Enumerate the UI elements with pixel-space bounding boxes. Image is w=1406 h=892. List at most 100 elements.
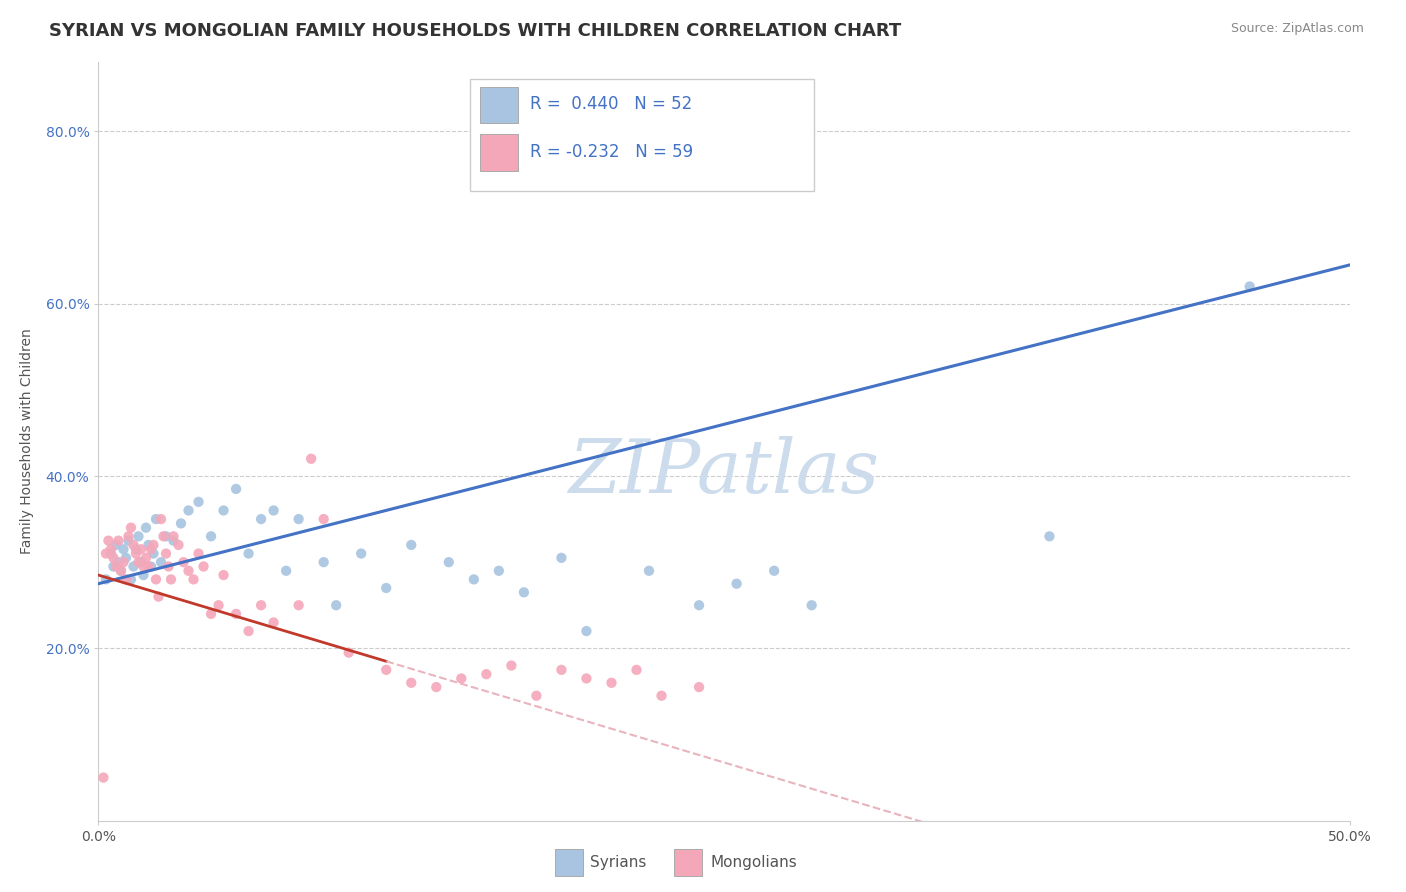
Point [274,564,298,578]
Point [725,576,748,591]
FancyBboxPatch shape [470,79,814,191]
Point [125,542,148,557]
Point [115,550,138,565]
Point [250,599,273,613]
Point [401,538,423,552]
Point [170,516,193,531]
Point [94,573,117,587]
Point [120,521,142,535]
Text: Mongolians: Mongolians [710,855,797,870]
FancyBboxPatch shape [555,848,582,876]
Text: R =  0.440   N = 52: R = 0.440 N = 52 [530,95,692,113]
Point [139,542,162,557]
Point [104,538,127,552]
Point [138,559,160,574]
Point [200,529,222,543]
Point [97,533,120,548]
Point [325,599,347,613]
Point [107,555,129,569]
Point [127,555,149,569]
Point [162,529,184,543]
Point [112,542,135,557]
Point [299,451,322,466]
Point [225,482,247,496]
Point [107,533,129,548]
Point [250,512,273,526]
Point [142,538,165,552]
Point [287,512,309,526]
Point [129,542,152,557]
Point [638,564,661,578]
Point [350,547,373,561]
Point [94,547,117,561]
Point [688,680,710,694]
Point [115,573,138,587]
Point [475,667,498,681]
Point [177,503,200,517]
Point [155,529,177,543]
Point [550,550,572,565]
Point [117,533,139,548]
Point [650,689,672,703]
Point [513,585,536,599]
Point [225,607,247,621]
Point [207,599,229,613]
Point [312,555,335,569]
Point [110,564,132,578]
Text: SYRIAN VS MONGOLIAN FAMILY HOUSEHOLDS WITH CHILDREN CORRELATION CHART: SYRIAN VS MONGOLIAN FAMILY HOUSEHOLDS WI… [49,22,901,40]
Point [93,771,115,785]
Point [162,533,184,548]
Point [688,599,710,613]
Point [800,599,823,613]
Point [463,573,485,587]
Point [152,529,174,543]
Point [238,547,260,561]
Point [120,573,142,587]
Point [122,559,145,574]
FancyBboxPatch shape [479,87,517,123]
Point [212,503,235,517]
Point [501,658,523,673]
Point [212,568,235,582]
Point [148,590,170,604]
Point [488,564,510,578]
Point [575,672,598,686]
Point [626,663,648,677]
Point [117,529,139,543]
Point [401,675,423,690]
Point [312,512,335,526]
Point [110,564,132,578]
Point [132,559,155,574]
Point [167,538,190,552]
Point [187,547,209,561]
Text: Syrians: Syrians [591,855,647,870]
FancyBboxPatch shape [673,848,702,876]
Point [135,521,157,535]
Text: Source: ZipAtlas.com: Source: ZipAtlas.com [1230,22,1364,36]
Point [1038,529,1060,543]
Point [100,547,122,561]
Point [112,555,135,569]
Point [155,547,177,561]
Point [104,559,127,574]
Point [550,663,572,677]
Point [437,555,460,569]
Point [287,599,309,613]
Point [145,512,167,526]
Point [103,559,125,574]
Point [132,568,155,582]
Point [150,555,173,569]
Point [263,615,285,630]
Point [142,547,165,561]
Point [524,689,547,703]
Point [600,675,623,690]
FancyBboxPatch shape [479,135,517,171]
Point [125,547,148,561]
Point [177,564,200,578]
Point [263,503,285,517]
Point [103,550,125,565]
Point [135,550,157,565]
Point [375,581,398,595]
Point [200,607,222,621]
Point [763,564,786,578]
